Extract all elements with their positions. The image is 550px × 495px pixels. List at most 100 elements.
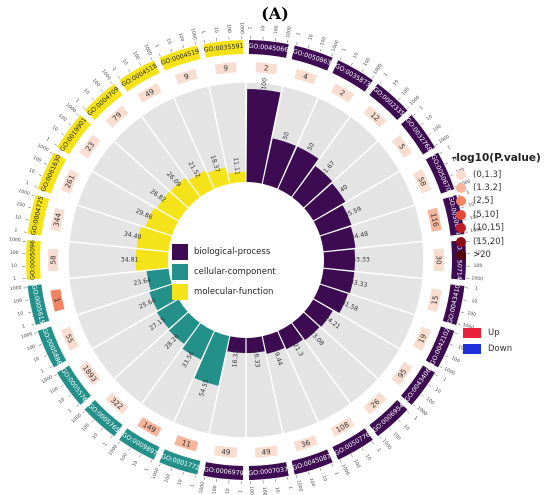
count-band [391, 361, 413, 386]
scale-tick-label: 100 [225, 24, 232, 33]
count-label: 95 [396, 367, 409, 380]
scale-tick [110, 435, 113, 439]
scale-tick [158, 463, 161, 467]
pvalue-legend-label: (2,5] [473, 196, 494, 207]
count-label: 5 [397, 142, 407, 151]
scale-tick [457, 323, 461, 325]
rich-factor-bar [168, 312, 200, 344]
rich-factor-bar [156, 299, 188, 329]
rich-factor-bar [188, 170, 214, 197]
scale-tick [128, 69, 131, 72]
pvalue-legend-item: (0,1.3] [452, 168, 541, 181]
scale-tick-label: 1 [13, 276, 16, 282]
scale-tick [406, 411, 410, 414]
scale-tick [61, 133, 64, 136]
rich-factor-bar [292, 166, 333, 208]
scale-tick-label: 1 [466, 189, 471, 196]
go-term-segment [425, 326, 455, 368]
rich-factor-label: 50 [306, 142, 316, 152]
scale-tick-label: 1000 [408, 95, 421, 107]
rich-factor-bar [262, 138, 296, 189]
scale-tick [428, 384, 431, 387]
scale-tick [68, 123, 72, 126]
scale-tick [117, 75, 121, 79]
scale-tick-label: 10 [468, 201, 475, 208]
go-term-segment [291, 45, 333, 71]
rich-factor-bar [228, 171, 246, 184]
pvalue-legend-label: (10,15] [473, 223, 504, 234]
scale-tick-label: 1000 [470, 227, 482, 234]
rich-factor-bar [292, 312, 320, 341]
go-term-segment [27, 284, 50, 326]
scale-tick-label: 1000 [443, 366, 456, 377]
rich-factor-label: 50 [282, 131, 291, 141]
go-term-segment [203, 40, 244, 58]
scale-tick-label: 10 [402, 423, 410, 431]
count-label: 49 [221, 447, 231, 457]
scale-tick [445, 162, 449, 165]
scale-tick-label: 1 [287, 486, 293, 490]
count-label: 49 [261, 447, 271, 457]
scale-tick-label: 1000 [458, 178, 471, 188]
rich-factor-bar [194, 331, 230, 386]
scale-tick-label: 1 [418, 105, 424, 112]
scale-tick-label: 1 [295, 32, 302, 36]
regulation-legend: Up Down [463, 325, 512, 357]
scale-tick [450, 343, 454, 346]
scale-tick-label: 1000 [151, 467, 161, 480]
rich-factor-bar [207, 167, 230, 189]
scale-tick [150, 57, 153, 61]
scale-tick [439, 366, 443, 369]
scale-tick-label: 1000 [64, 102, 77, 114]
count-label: 15 [429, 295, 440, 306]
rich-factor-bar [313, 284, 348, 314]
scale-tick-label: 1 [376, 447, 383, 453]
rich-factor-bar [304, 299, 333, 327]
scale-tick-label: 1000 [10, 285, 22, 292]
scale-tick [454, 332, 458, 334]
rich-factor-bar [278, 323, 303, 350]
scale-tick [150, 459, 153, 463]
count-band [413, 169, 432, 194]
regulation-legend-item: Up [463, 325, 512, 341]
count-label: 19 [416, 332, 428, 344]
go-term-segment [37, 326, 67, 368]
scale-tick [296, 475, 298, 479]
rich-factor-label: 11.11 [232, 157, 241, 175]
scale-tick-label: 1000 [70, 412, 83, 424]
count-band [105, 392, 129, 415]
count-label: 116 [429, 212, 441, 228]
count-band [79, 361, 101, 386]
count-band [79, 134, 101, 159]
scale-tick-label: 10 [457, 344, 465, 352]
rich-factor-bar [262, 331, 285, 354]
count-label: 4 [302, 71, 310, 81]
scale-tick [25, 299, 29, 301]
scale-tick-label: 1 [446, 144, 452, 151]
scale-tick-label: 100 [400, 86, 410, 97]
count-band [294, 68, 318, 85]
pvalue-legend-item: (2,5] [452, 195, 541, 208]
go-term-segment [37, 152, 67, 194]
scale-tick-label: 100 [16, 201, 26, 209]
scale-tick-label: 10 [392, 79, 400, 87]
go-term-segment [400, 115, 435, 155]
pvalue-legend-label: >20 [473, 250, 491, 261]
regulation-legend-swatch [463, 328, 481, 338]
scale-tick-label: 10 [11, 263, 17, 269]
pvalue-legend-swatch [456, 209, 466, 220]
count-label: 2 [338, 88, 346, 98]
go-term-label: GO:0050714 [456, 240, 463, 280]
scale-tick [413, 404, 416, 407]
go-term-segment [159, 449, 201, 475]
scale-tick [460, 207, 464, 209]
scale-tick [398, 97, 401, 101]
scale-tick-label: 10 [131, 460, 139, 468]
scale-tick [170, 48, 173, 52]
scale-tick-label: 1000 [285, 26, 293, 39]
scale-tick [339, 57, 342, 61]
count-band [427, 288, 442, 313]
scale-tick-label: 1000 [41, 374, 54, 385]
rich-factor-bar [170, 177, 200, 208]
scale-tick-label: 1 [200, 30, 206, 34]
